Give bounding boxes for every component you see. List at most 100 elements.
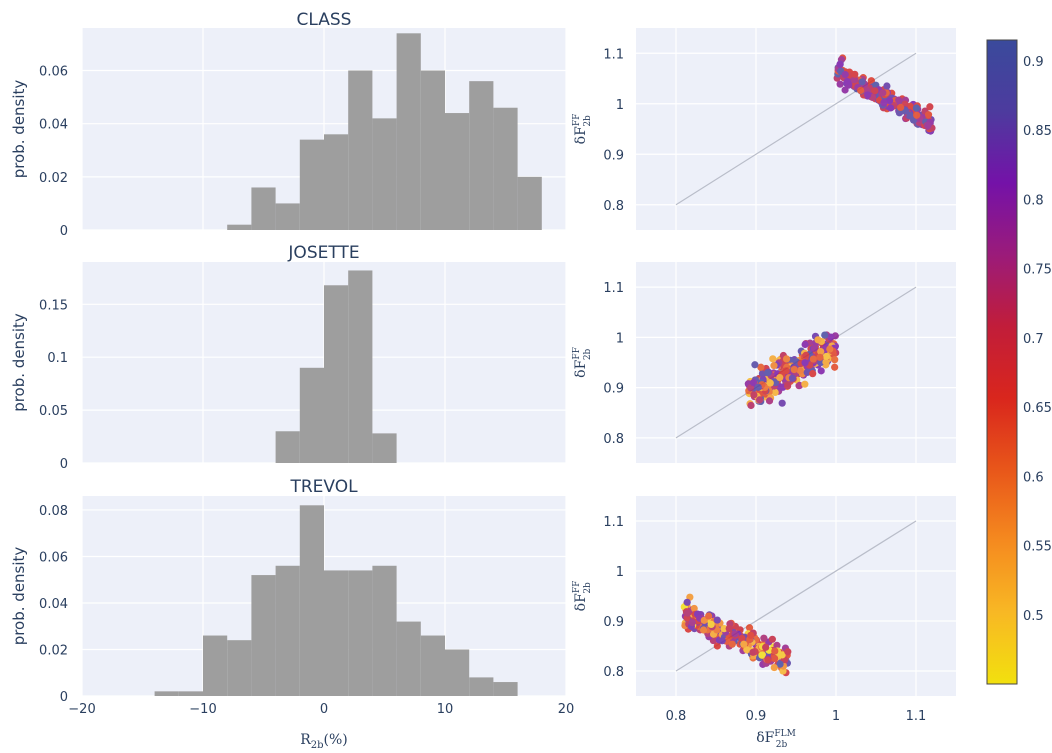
scatter-point bbox=[718, 637, 726, 645]
y-tick-label: 0.8 bbox=[603, 432, 624, 447]
histogram-bar bbox=[227, 640, 252, 696]
scatter-point bbox=[814, 336, 822, 344]
histogram-panel-1: 0 0.02 0.04 0.06 CLASS prob. density bbox=[10, 10, 567, 239]
scatter-point bbox=[760, 634, 768, 642]
histogram-bar bbox=[445, 113, 470, 230]
y-axis-label: prob. density bbox=[10, 80, 28, 179]
scatter-point bbox=[699, 626, 708, 634]
histogram-bar bbox=[275, 203, 300, 230]
x-tick-label: 1.1 bbox=[906, 709, 927, 724]
scatter-point bbox=[822, 358, 830, 366]
scatter-point bbox=[769, 355, 777, 363]
histogram-bar bbox=[154, 691, 179, 696]
y-tick-label: 0.08 bbox=[39, 504, 68, 519]
colorbar: 0.5 0.55 0.6 0.65 0.7 0.75 0.8 0.85 0.9 bbox=[986, 39, 1052, 685]
scatter-point bbox=[688, 618, 696, 627]
scatter-point bbox=[768, 635, 776, 643]
scatter-point bbox=[821, 331, 829, 339]
scatter-point bbox=[802, 351, 810, 359]
scatter-point bbox=[747, 401, 755, 410]
scatter-point bbox=[851, 70, 859, 78]
x-tick-label: 0 bbox=[320, 702, 328, 717]
histogram-bar bbox=[493, 107, 518, 230]
scatter-point bbox=[707, 620, 715, 629]
y-tick-label: 1 bbox=[616, 98, 624, 113]
scatter-point bbox=[713, 642, 721, 650]
y-axis-label: δFFF2b bbox=[572, 581, 593, 612]
scatter-point bbox=[765, 397, 774, 405]
scatter-point bbox=[858, 78, 866, 86]
scatter-point bbox=[810, 344, 819, 352]
histogram-bar bbox=[445, 649, 470, 696]
x-axis-label: δFFLM 2b bbox=[756, 729, 796, 750]
histogram-bar bbox=[396, 621, 421, 696]
x-tick-label: −10 bbox=[189, 702, 216, 717]
y-tick-label: 0.06 bbox=[39, 65, 68, 80]
scatter-point bbox=[776, 660, 784, 668]
scatter-point bbox=[912, 104, 920, 112]
y-tick-label: 0.15 bbox=[39, 298, 68, 313]
scatter-point bbox=[784, 648, 792, 656]
scatter-point bbox=[770, 663, 778, 672]
y-axis-label-sup: FF bbox=[572, 581, 582, 594]
scatter-point bbox=[801, 359, 809, 367]
colorbar-tick-label: 0.9 bbox=[1023, 55, 1044, 70]
histogram-bar bbox=[372, 433, 397, 463]
histogram-bar bbox=[275, 431, 300, 463]
identity-line bbox=[675, 52, 917, 206]
y-axis-label-main: δF bbox=[573, 593, 589, 611]
scatter-point bbox=[926, 103, 934, 111]
histogram-bar bbox=[469, 81, 494, 230]
scatter-point bbox=[895, 96, 903, 104]
scatter-point bbox=[816, 353, 824, 361]
y-tick-label: 1.1 bbox=[603, 515, 624, 530]
x-axis-label: R2b(%) bbox=[300, 732, 348, 751]
scatter-point bbox=[827, 333, 835, 341]
scatter-point bbox=[885, 97, 894, 105]
x-axis-label-suffix: (%) bbox=[324, 732, 348, 748]
y-tick-label: 0.9 bbox=[603, 615, 624, 630]
x-tick-label: 10 bbox=[437, 702, 454, 717]
histogram-bar bbox=[178, 691, 203, 696]
histogram-bar bbox=[348, 270, 373, 463]
scatter-point bbox=[887, 104, 895, 112]
scatter-point bbox=[778, 651, 786, 659]
histogram-bar bbox=[348, 70, 373, 231]
histogram-bar bbox=[324, 134, 349, 230]
x-axis-label-sub: 2b bbox=[311, 740, 324, 751]
y-axis-label: δFFF2b bbox=[572, 347, 593, 378]
y-axis-label: prob. density bbox=[10, 547, 28, 646]
histogram-bar bbox=[251, 575, 276, 696]
scatter-point bbox=[817, 347, 825, 356]
histogram-bar bbox=[251, 187, 276, 230]
histogram-bar bbox=[324, 570, 349, 696]
scatter-point bbox=[745, 624, 754, 632]
scatter-point bbox=[770, 362, 778, 370]
scatter-point bbox=[784, 382, 792, 390]
scatter-point bbox=[831, 363, 839, 371]
histogram-bar bbox=[227, 224, 252, 230]
histogram-bar bbox=[324, 285, 349, 463]
scatter-point bbox=[764, 369, 772, 377]
scatter-point bbox=[924, 121, 932, 130]
scatter-point bbox=[750, 391, 758, 399]
scatter-point bbox=[751, 361, 759, 369]
y-axis-label-sup: FF bbox=[572, 347, 582, 360]
scatter-point bbox=[754, 383, 762, 391]
scatter-point bbox=[864, 91, 872, 99]
scatter-point bbox=[749, 378, 758, 387]
y-axis-label-sub: 2b bbox=[583, 348, 593, 360]
y-tick-label: 0.05 bbox=[39, 404, 68, 419]
scatter-panel-2: 0.8 0.9 1 1.1 δFFF2b bbox=[572, 262, 956, 463]
x-tick-label: 20 bbox=[558, 702, 575, 717]
y-tick-label: 0 bbox=[60, 457, 68, 472]
scatter-point bbox=[826, 345, 834, 353]
colorbar-fill bbox=[986, 39, 1018, 685]
scatter-point bbox=[796, 367, 804, 375]
scatter-point bbox=[738, 634, 746, 643]
colorbar-tick-label: 0.5 bbox=[1023, 609, 1044, 624]
scatter-point bbox=[867, 77, 875, 85]
y-axis-label-main: δF bbox=[573, 126, 589, 144]
scatter-point bbox=[841, 70, 849, 79]
